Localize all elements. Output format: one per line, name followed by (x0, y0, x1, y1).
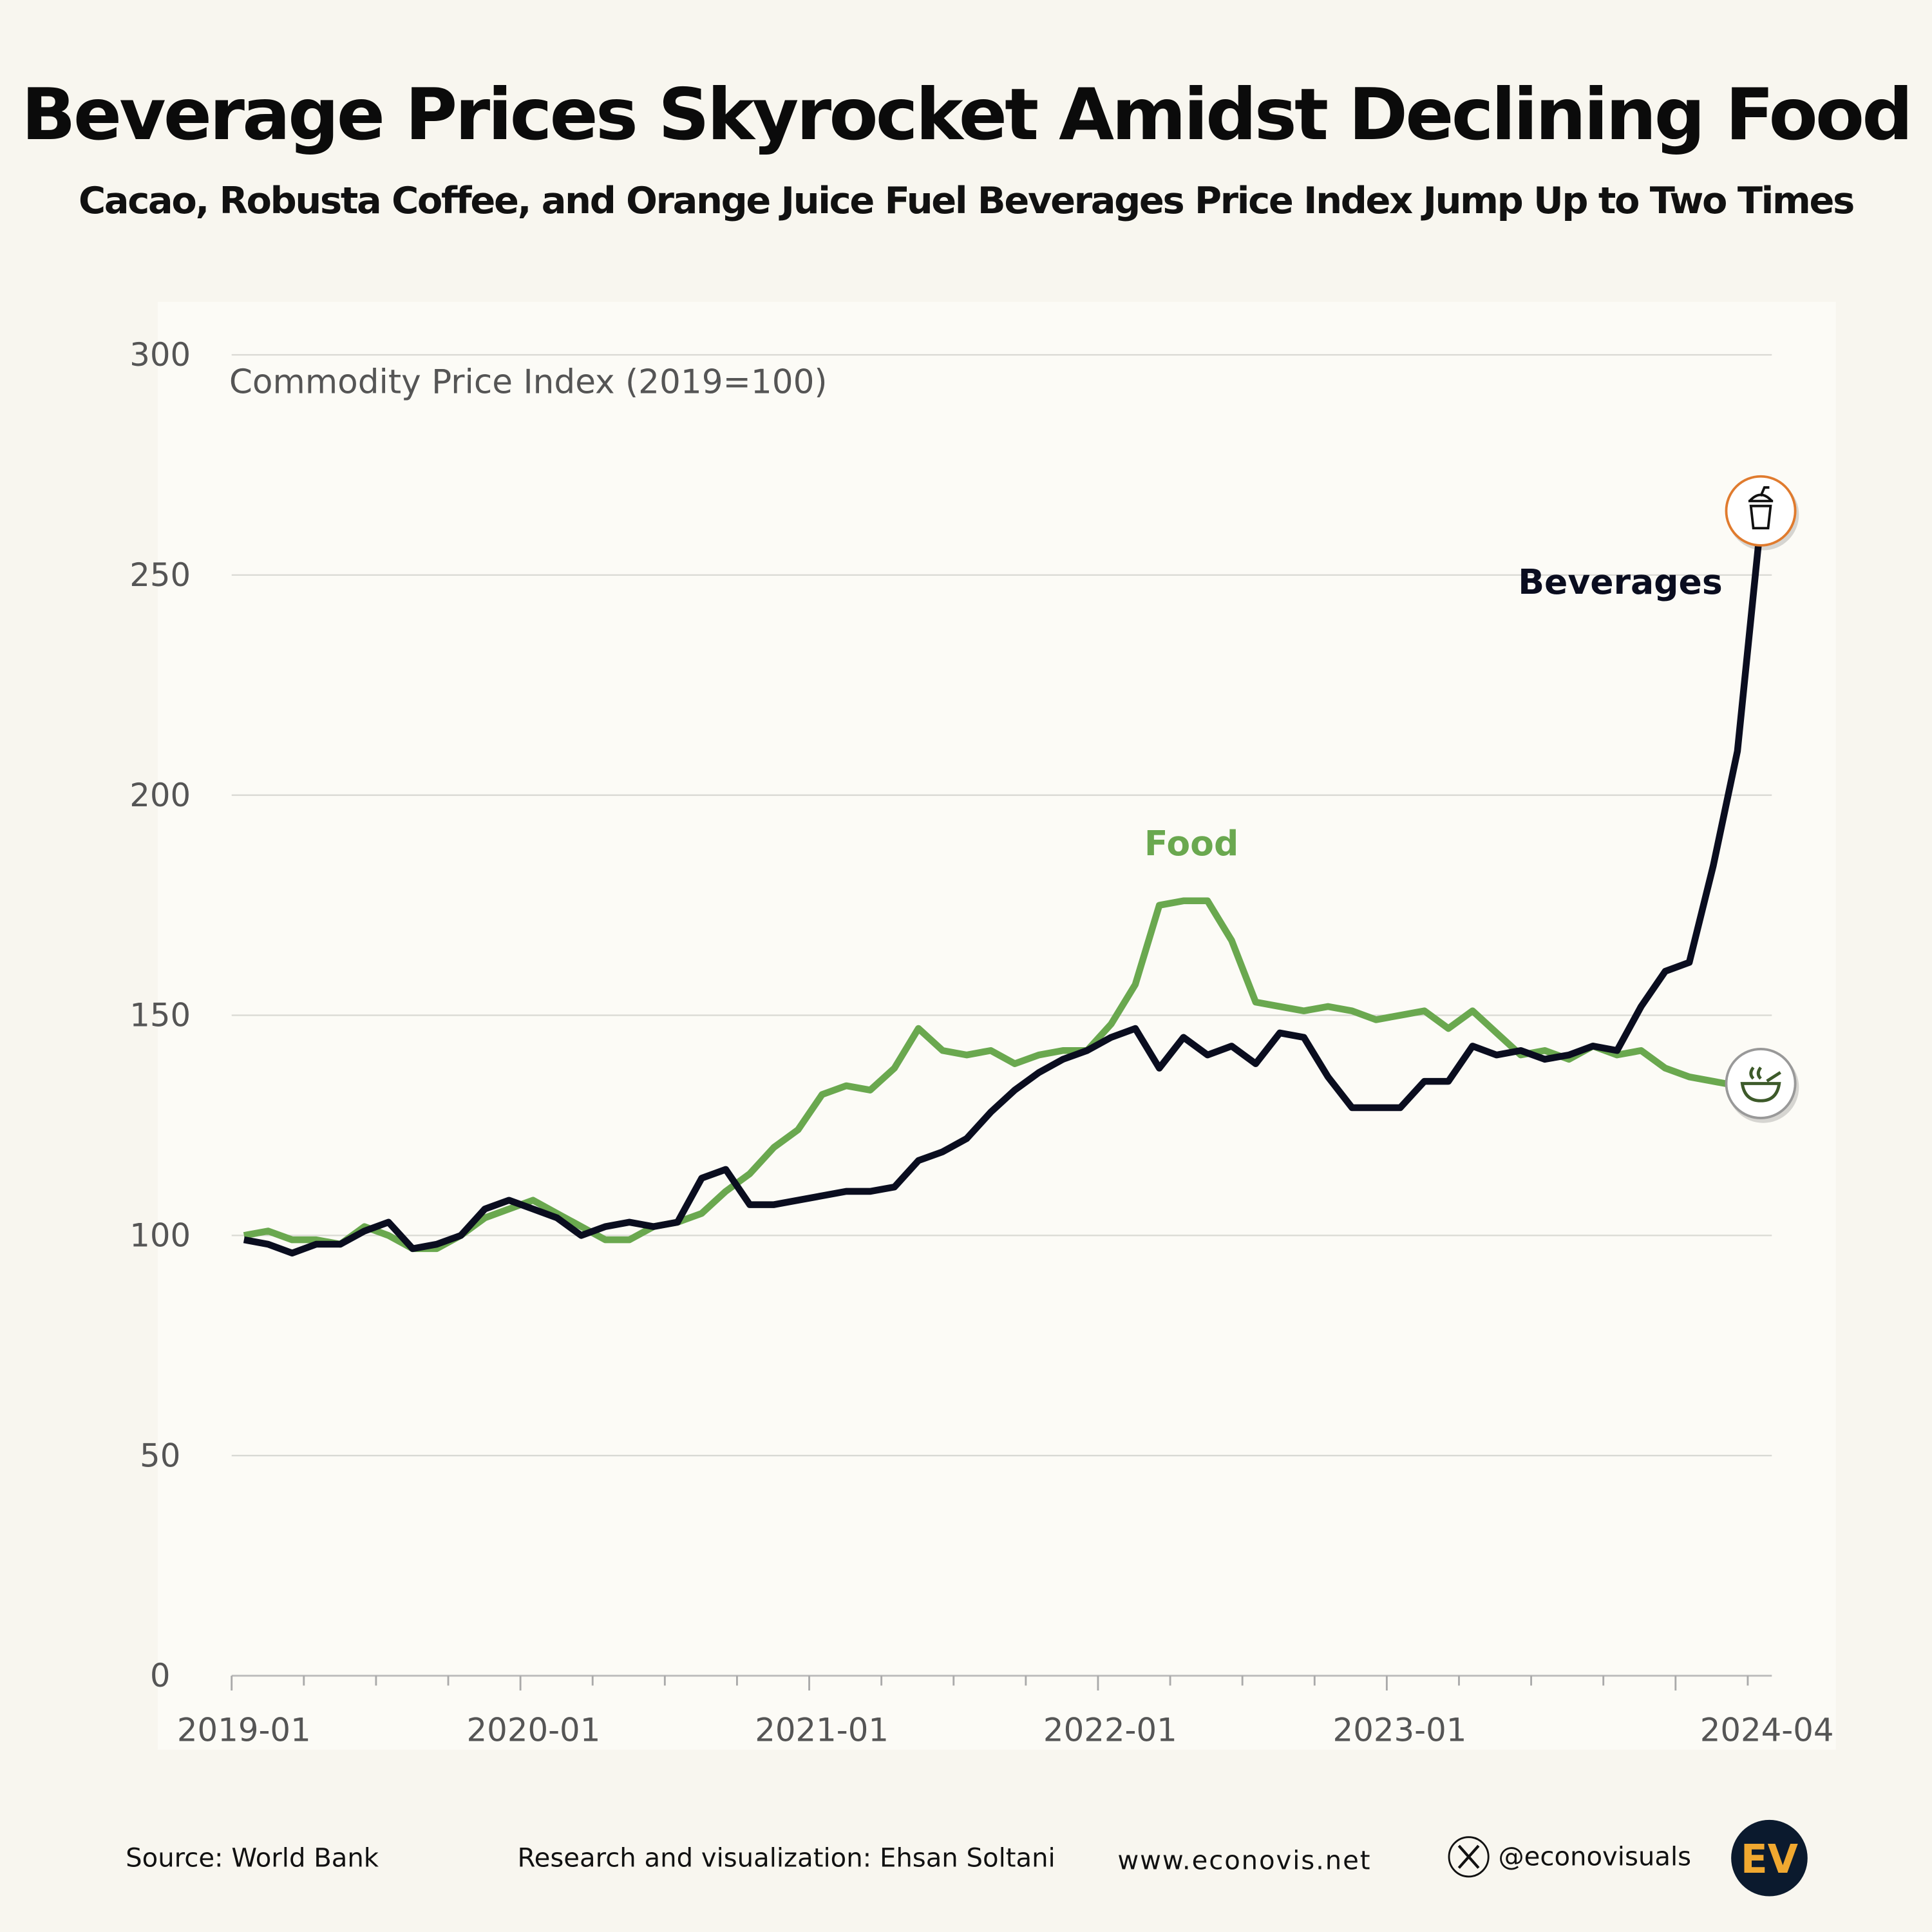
series-line-food (243, 897, 1762, 1253)
source-text: Source: World Bank (126, 1844, 379, 1873)
y-tick-label: 200 (129, 777, 191, 814)
chart-title: Beverage Prices Skyrocket Amidst Declini… (21, 73, 1911, 156)
chart-subtitle: Cacao, Robusta Coffee, and Orange Juice … (79, 179, 1853, 222)
bowl-glyph (1740, 1066, 1781, 1103)
y-tick-label: 300 (129, 336, 191, 374)
svg-text:EV: EV (1741, 1837, 1799, 1882)
ev-logo: EV (1731, 1819, 1808, 1897)
y-tick-label: 150 (129, 997, 191, 1034)
y-tick-label: 50 (140, 1437, 180, 1474)
y-tick-label: 0 (150, 1657, 171, 1694)
y-tick-label: 100 (129, 1217, 191, 1255)
series-label-food: Food (1144, 823, 1238, 864)
y-tick-label: 250 (129, 556, 191, 594)
icon-ring (1725, 475, 1797, 547)
soup-bowl-icon (1725, 1048, 1799, 1123)
x-tick-label: 2019-01 (177, 1711, 311, 1748)
series-label-beverages: Beverages (1518, 562, 1723, 602)
drink-cup-icon (1725, 475, 1799, 551)
y-axis-label: Commodity Price Index (2019=100) (229, 363, 828, 401)
x-tick-label: 2022-01 (1043, 1711, 1177, 1748)
x-logo-icon[interactable] (1448, 1836, 1490, 1878)
x-tick-label: 2024-04 (1700, 1711, 1834, 1748)
social-handle[interactable]: @econovisuals (1499, 1842, 1692, 1872)
credit-text: Research and visualization: Ehsan Soltan… (518, 1844, 1056, 1873)
x-tick-label: 2020-01 (467, 1711, 601, 1748)
plot-background (157, 301, 1836, 1750)
x-tick-label: 2021-01 (755, 1711, 889, 1748)
series-line-beverages (243, 513, 1765, 1257)
cup-glyph (1748, 486, 1774, 530)
x-tick-label: 2023-01 (1333, 1711, 1467, 1748)
website-link[interactable]: www.econovis.net (1117, 1846, 1371, 1875)
